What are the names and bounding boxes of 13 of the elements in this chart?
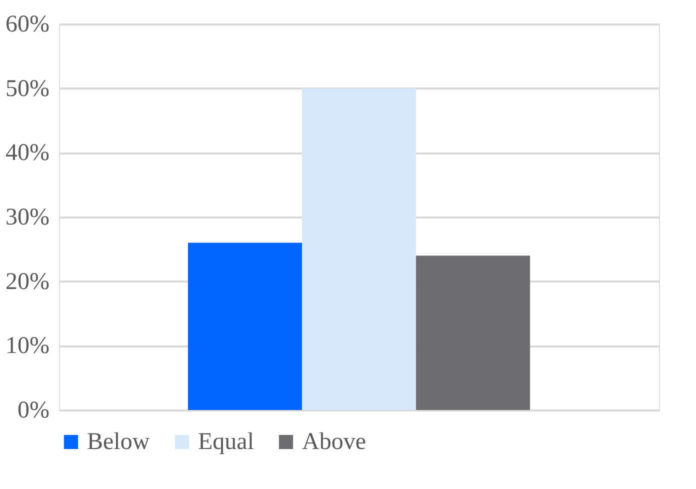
bar — [188, 242, 302, 410]
legend-label: Below — [87, 429, 150, 455]
bar — [416, 256, 530, 410]
y-tick-label: 40% — [6, 140, 50, 166]
y-tick-label: 60% — [6, 12, 50, 38]
bar — [302, 88, 416, 410]
legend-label: Above — [302, 429, 366, 455]
y-tick-label: 30% — [6, 204, 50, 230]
y-tick-label: 50% — [6, 76, 50, 102]
y-tick-label: 20% — [6, 268, 50, 295]
y-tick-label: 10% — [6, 333, 50, 360]
y-tick-label: 0% — [18, 398, 50, 424]
legend-label: Equal — [198, 429, 254, 455]
